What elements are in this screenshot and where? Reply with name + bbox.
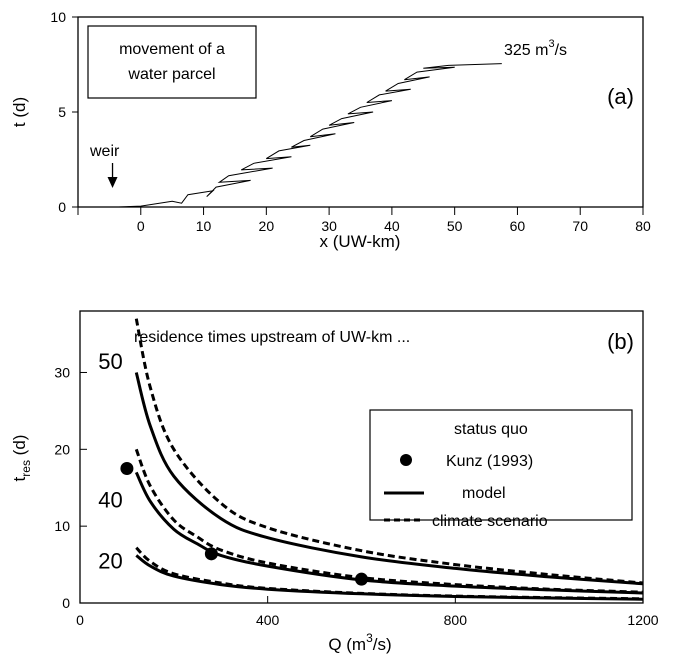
panel-b-x-ticks: 0 400 800 1200 xyxy=(76,596,659,628)
panel-a-trajectory-line xyxy=(118,63,502,208)
kunz-data-point xyxy=(355,572,368,586)
panel-b-y-ticks: 0 10 20 30 xyxy=(54,364,87,611)
curve-label-50: 50 xyxy=(98,349,122,374)
curve-label-40: 40 xyxy=(98,487,122,512)
panel-a-weir-arrowhead xyxy=(107,177,118,188)
panel-b-x-tick-label: 1200 xyxy=(627,612,658,628)
legend-kunz-marker xyxy=(400,454,412,466)
panel-a-flow-base: 325 m xyxy=(504,42,548,59)
model-curve-40 xyxy=(134,471,644,595)
panel-b-curve-labels: 50 40 20 xyxy=(98,349,122,574)
panel-b-x-tick-label: 400 xyxy=(256,612,280,628)
panel-a-annotation-box xyxy=(87,25,257,99)
panel-b-y-axis-label-sub: res xyxy=(19,460,33,477)
panel-a-x-tick-label: 70 xyxy=(572,218,588,234)
panel-a-x-tick-label: 20 xyxy=(259,218,275,234)
panel-b-legend: status quo Kunz (1993) model climate sce… xyxy=(369,409,633,530)
panel-a-x-tick-label: 40 xyxy=(384,218,400,234)
panel-a-annotation-line2: water parcel xyxy=(127,66,215,83)
panel-a: 0 10 20 30 40 50 60 70 80 0 5 10 x (UW-km) t (d) m… xyxy=(10,9,651,251)
panel-a-flow-sup: 3 xyxy=(548,38,554,50)
curve-label-20: 20 xyxy=(98,549,122,574)
panel-b-y-tick-label: 0 xyxy=(62,595,70,611)
panel-b-y-axis-label: tres (d) xyxy=(10,435,33,482)
panel-a-x-tick-label: 0 xyxy=(137,218,145,234)
panel-a-weir-label: weir xyxy=(89,143,120,160)
kunz-data-point xyxy=(204,547,218,561)
panel-b-frame xyxy=(79,310,644,604)
panel-b-y-tick-label: 10 xyxy=(54,518,70,534)
panel-a-y-tick-label: 10 xyxy=(50,9,66,25)
panel-b-x-tick-label: 800 xyxy=(444,612,468,628)
panel-b-y-axis-label-tail: (d) xyxy=(10,435,29,461)
panel-b-x-axis-label: Q (m3/s) xyxy=(328,631,391,654)
panel-b-x-axis-label-base: Q (m xyxy=(328,635,366,654)
panel-a-x-tick-label: 80 xyxy=(635,218,651,234)
panel-a-x-tick-label: 60 xyxy=(510,218,526,234)
panel-b-title: residence times upstream of UW-km ... xyxy=(134,329,410,346)
panel-a-flow-label: 325 m3/s xyxy=(504,38,567,59)
panel-a-annotation-line1: movement of a xyxy=(119,41,225,58)
panel-a-x-tick-label: 30 xyxy=(321,218,337,234)
panel-b-y-tick-label: 30 xyxy=(54,364,70,380)
panel-a-y-tick-label: 5 xyxy=(58,104,66,120)
panel-b-x-axis-label-tail: /s) xyxy=(373,635,392,654)
panel-b-panel-label: (b) xyxy=(607,329,634,354)
kunz-data-point xyxy=(120,462,134,476)
panel-a-x-tick-label: 50 xyxy=(447,218,463,234)
model-curve-50 xyxy=(134,372,644,586)
panel-a-panel-label: (a) xyxy=(607,84,634,109)
panel-b-y-axis-label-base: t xyxy=(10,476,29,481)
climate-scenario-curve-50 xyxy=(134,318,644,585)
panel-a-y-tick-label: 0 xyxy=(58,199,66,215)
legend-heading: status quo xyxy=(454,421,528,438)
panel-b-kunz-points xyxy=(120,462,368,586)
legend-model-label: model xyxy=(462,485,506,502)
panel-b-curves xyxy=(134,318,644,601)
climate-scenario-curve-20 xyxy=(135,546,644,601)
panel-a-x-tick-label: 10 xyxy=(196,218,212,234)
panel-a-y-ticks: 0 5 10 xyxy=(50,9,78,215)
panel-b-y-tick-label: 20 xyxy=(54,441,70,457)
legend-climate-label: climate scenario xyxy=(432,513,548,530)
climate-scenario-curve-40 xyxy=(134,448,644,594)
panel-b-x-axis-label-sup: 3 xyxy=(366,631,373,645)
panel-b: 0 400 800 1200 0 10 20 30 50 40 20 residence tim… xyxy=(10,310,659,654)
panel-b-x-tick-label: 0 xyxy=(76,612,84,628)
panel-a-x-axis-label: x (UW-km) xyxy=(320,232,401,251)
panel-a-x-ticks: 0 10 20 30 40 50 60 70 80 xyxy=(77,207,651,234)
legend-kunz-label: Kunz (1993) xyxy=(446,453,533,470)
legend-box xyxy=(369,409,633,521)
panel-a-flow-tail: /s xyxy=(555,42,567,59)
panel-a-y-axis-label: t (d) xyxy=(10,97,29,127)
